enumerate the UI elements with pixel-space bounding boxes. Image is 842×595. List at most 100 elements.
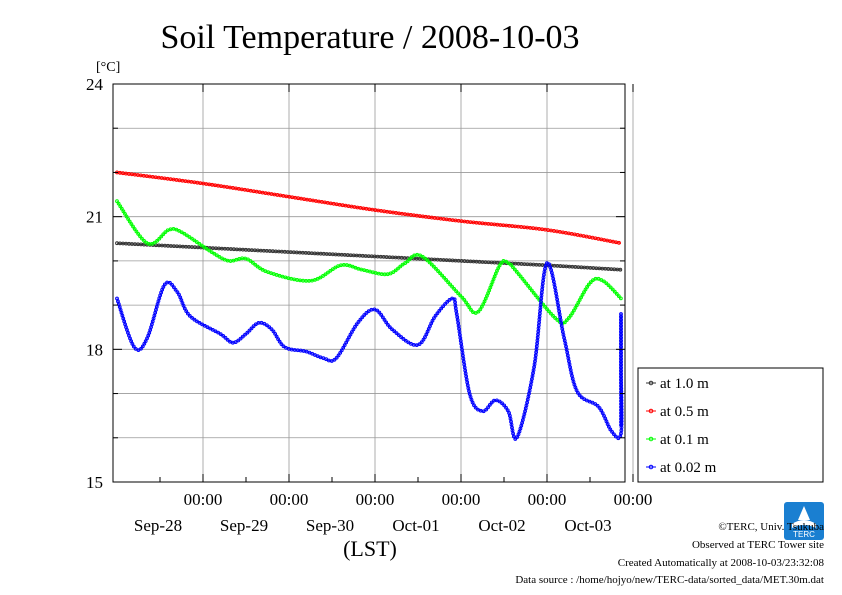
series-marker: [487, 403, 492, 407]
series-marker: [351, 327, 356, 332]
series-marker: [586, 282, 591, 287]
series-group: [115, 170, 622, 245]
series-marker: [161, 285, 166, 289]
series-marker: [599, 408, 604, 413]
series-marker: [360, 315, 365, 320]
series-marker: [446, 280, 451, 285]
series-marker: [159, 234, 164, 239]
series-line: [116, 262, 623, 440]
series-marker: [549, 311, 553, 316]
series-marker: [341, 345, 346, 350]
series-marker: [212, 251, 217, 256]
x-tick-time-label: 00:00: [356, 490, 395, 509]
series-marker: [116, 201, 121, 206]
series-marker: [452, 287, 457, 291]
series-marker: [202, 245, 207, 250]
series-marker: [562, 320, 567, 325]
legend-swatch-marker: [648, 380, 654, 386]
series-marker: [358, 317, 363, 322]
credit-created: Created Automatically at 2008-10-03/23:3…: [617, 557, 824, 569]
terc-logo: TERC: [784, 502, 824, 540]
series-marker: [499, 261, 504, 265]
series-marker: [127, 219, 132, 224]
series-marker: [192, 238, 197, 243]
series-marker: [375, 308, 380, 313]
y-axis-unit: [°C]: [96, 60, 120, 75]
series-marker: [332, 357, 337, 362]
series-lines: [115, 170, 624, 441]
series-marker: [512, 267, 517, 272]
series-marker: [238, 336, 243, 341]
series-marker: [585, 285, 589, 289]
x-tick-date-label: Sep-29: [220, 516, 268, 535]
series-marker: [435, 311, 440, 316]
series-marker: [140, 236, 144, 241]
series-marker: [192, 317, 197, 322]
series-marker: [115, 199, 119, 204]
series-marker: [511, 265, 515, 270]
series-marker: [528, 286, 532, 291]
series-marker: [441, 304, 446, 309]
series-marker: [396, 333, 401, 338]
series-marker: [401, 337, 406, 341]
legend-label: at 0.5 m: [660, 404, 709, 420]
series-marker: [612, 432, 616, 437]
series-marker: [124, 214, 129, 219]
series-marker: [267, 325, 272, 330]
series-marker: [175, 290, 180, 295]
series-marker: [440, 273, 445, 278]
series-marker: [190, 236, 194, 241]
series-marker: [129, 222, 134, 226]
series-marker: [161, 232, 166, 237]
series-marker: [403, 338, 408, 343]
legend-label: at 1.0 m: [660, 376, 709, 392]
x-tick-date-label: Oct-01: [392, 516, 439, 535]
series-marker: [513, 437, 518, 441]
series-marker: [393, 268, 398, 273]
series-marker: [436, 269, 440, 273]
series-marker: [264, 323, 269, 328]
series-marker: [588, 280, 593, 285]
series-marker: [439, 306, 444, 311]
legend-label: at 0.1 m: [660, 432, 709, 448]
series-marker: [384, 320, 389, 325]
series-marker: [504, 405, 508, 410]
x-tick-time-label: 00:00: [528, 490, 567, 509]
series-marker: [354, 322, 359, 327]
series-marker: [334, 355, 339, 360]
series-marker: [281, 344, 286, 349]
series-marker: [350, 330, 354, 334]
series-marker: [279, 342, 284, 346]
series-marker: [597, 406, 602, 410]
series-marker: [564, 318, 569, 323]
series-marker: [140, 344, 145, 349]
series-marker: [326, 270, 330, 275]
series-marker: [119, 206, 124, 211]
x-tick-time-label: 00:00: [184, 490, 223, 509]
series-marker: [473, 405, 478, 410]
series-marker: [618, 296, 623, 301]
series-marker: [126, 217, 131, 221]
series-marker: [396, 266, 400, 271]
x-tick-date-label: Oct-02: [478, 516, 525, 535]
series-marker: [131, 224, 135, 229]
series-marker: [531, 290, 536, 295]
series-marker: [330, 267, 335, 271]
series-marker: [462, 298, 467, 302]
series-marker: [437, 308, 442, 313]
series-marker: [432, 264, 436, 269]
series-marker: [391, 270, 396, 275]
series-marker: [184, 309, 189, 314]
series-marker: [328, 268, 333, 273]
series-marker: [405, 259, 410, 264]
series-marker: [136, 232, 141, 236]
series-marker: [394, 331, 399, 336]
series-marker: [323, 272, 328, 277]
x-tick-date-label: Sep-28: [134, 516, 182, 535]
series-marker: [185, 233, 189, 238]
y-tick-label: 24: [86, 75, 104, 94]
series-marker: [339, 348, 344, 353]
series-marker: [438, 271, 442, 276]
series-marker: [399, 335, 403, 339]
series-marker: [139, 346, 143, 351]
